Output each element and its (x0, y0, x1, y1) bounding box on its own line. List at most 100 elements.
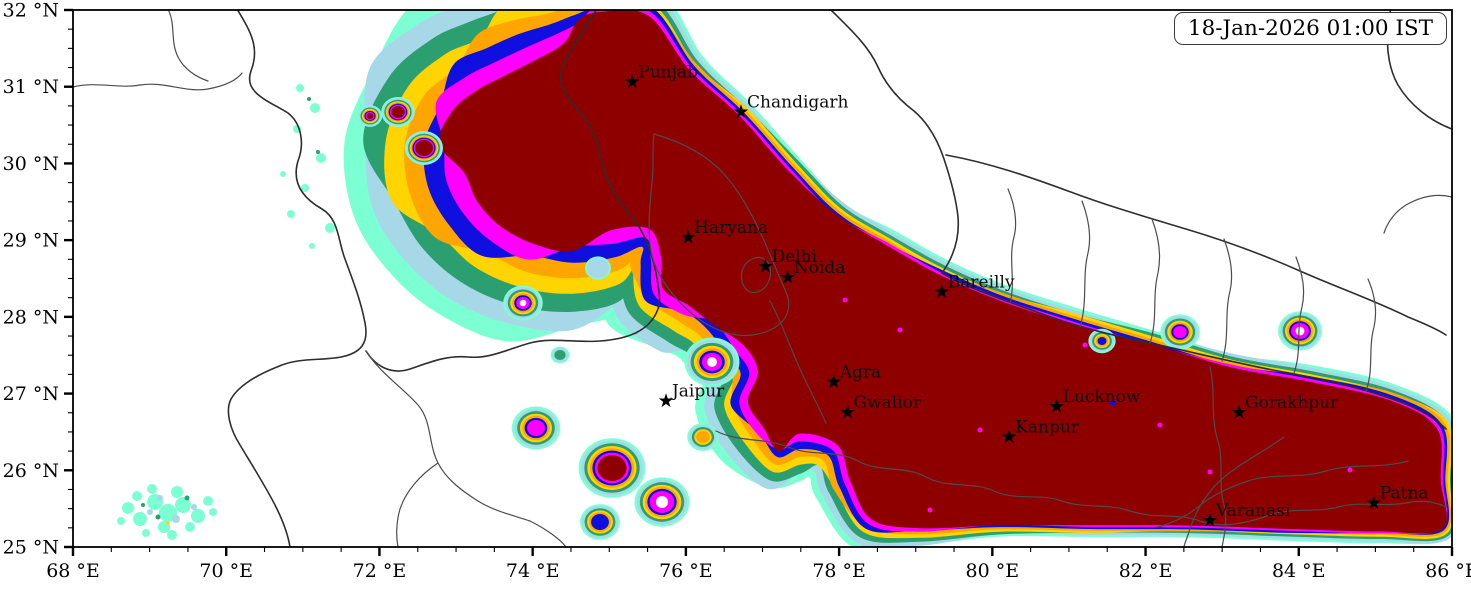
city-star-marker: ★ (757, 256, 774, 278)
country-border-line (945, 154, 1447, 336)
contour-patch (591, 514, 609, 530)
speckle-magenta (1157, 422, 1163, 428)
city-label: Chandigarh (747, 92, 849, 112)
speckle-blue (1110, 400, 1116, 406)
state-border-line (740, 256, 772, 294)
y-tick-label: 27 °N (3, 383, 59, 405)
contour-patch (527, 420, 545, 436)
y-tick-label: 25 °N (3, 537, 59, 559)
speckle-aquamarine (133, 512, 147, 526)
speckle-magenta (897, 327, 903, 333)
speckle-magenta (977, 427, 983, 433)
speckle-pale-blue (147, 509, 153, 515)
city-star-marker: ★ (657, 390, 674, 412)
city-star-marker: ★ (933, 281, 950, 303)
city-label: Haryana (694, 218, 768, 238)
city-label: Gorakhpur (1245, 393, 1339, 413)
contour-patch (597, 455, 627, 481)
x-tick-label: 84 °E (1272, 560, 1326, 582)
state-border-line (648, 133, 790, 337)
speckle-aquamarine (171, 486, 183, 498)
city-label: Bareilly (948, 273, 1015, 293)
speckle-aquamarine (287, 210, 295, 218)
fog-contour-band-dark-red (438, 10, 1447, 534)
speckle-pale-blue (157, 495, 163, 501)
city-label: Punjab (638, 62, 698, 82)
speckle-magenta (1347, 467, 1353, 473)
speckle-green (141, 503, 145, 507)
x-tick-label: 78 °E (812, 560, 866, 582)
speckle-aquamarine (209, 508, 217, 516)
speckle-aquamarine (175, 497, 191, 513)
city-label: Patna (1380, 484, 1429, 504)
country-border-line (227, 10, 367, 547)
speckle-aquamarine (316, 153, 326, 163)
contour-patch (1097, 337, 1107, 345)
speckle-green (307, 97, 311, 101)
x-tick-label: 82 °E (1119, 560, 1173, 582)
speckle-green (184, 495, 190, 501)
axes-layer: 68 °E 70 °E 72 °E 74 °E 76 °E 78 °E 80 °E 82 °E… (3, 0, 1471, 582)
city-label: Gwalior (854, 393, 922, 413)
country-border-line (829, 10, 960, 274)
speckle-magenta (842, 297, 848, 303)
plot-border (72, 9, 1453, 548)
speckle-green (155, 514, 161, 520)
speckle-magenta (927, 507, 933, 513)
speckle-magenta (1082, 342, 1088, 348)
speckle-aquamarine (310, 103, 320, 113)
speckle-aquamarine (132, 491, 142, 501)
contour-patch (696, 431, 710, 443)
y-tick-label: 26 °N (3, 460, 59, 482)
state-border-line (1157, 460, 1409, 528)
city-star-marker: ★ (1365, 492, 1382, 514)
city-star-marker: ★ (1001, 426, 1018, 448)
x-tick-label: 76 °E (659, 560, 713, 582)
contour-patch (554, 350, 566, 360)
city-label: Lucknow (1063, 387, 1141, 407)
scattered-contour-patches-layer (117, 84, 1353, 540)
y-tick-label: 31 °N (3, 76, 59, 98)
contour-patch (1173, 326, 1187, 338)
speckle-aquamarine (301, 184, 309, 192)
city-label: Delhi (772, 247, 818, 267)
state-border-line (167, 10, 209, 82)
contour-patch-core (707, 357, 717, 367)
x-tick-label: 80 °E (966, 560, 1020, 582)
city-star-marker: ★ (733, 101, 750, 123)
x-tick-label: 68 °E (46, 560, 100, 582)
x-tick-label: 74 °E (506, 560, 560, 582)
city-star-marker: ★ (1230, 401, 1247, 423)
y-tick-label: 28 °N (3, 306, 59, 328)
city-star-marker: ★ (624, 71, 641, 93)
speckle-green (316, 150, 320, 154)
city-label: Jaipur (670, 381, 725, 401)
speckle-aquamarine (280, 171, 286, 177)
x-tick-label: 72 °E (353, 560, 407, 582)
speckle-magenta (1207, 469, 1213, 475)
contour-patch (415, 140, 433, 156)
city-markers-layer: ★Punjab★Chandigarh★Haryana★Delhi★Noida★B… (624, 62, 1429, 531)
speckle-pale-blue (191, 504, 197, 510)
y-tick-label: 32 °N (3, 0, 59, 22)
state-border-line (1183, 436, 1285, 547)
city-label: Kanpur (1015, 418, 1080, 438)
city-star-marker: ★ (825, 371, 842, 393)
contour-patch (586, 258, 610, 278)
timestamp-badge: 18-Jan-2026 01:00 IST (1173, 12, 1447, 45)
speckle-aquamarine (167, 530, 177, 540)
city-star-marker: ★ (839, 401, 856, 423)
speckle-aquamarine (122, 502, 134, 514)
speckle-aquamarine (309, 243, 315, 249)
contour-patch-core (655, 495, 669, 509)
city-label: Agra (839, 362, 881, 382)
contour-patch-core (519, 299, 527, 307)
speckle-aquamarine (191, 509, 205, 523)
y-tick-label: 30 °N (3, 153, 59, 175)
state-border-line (1209, 366, 1227, 547)
country-border-line (941, 272, 1447, 430)
city-star-marker: ★ (1201, 510, 1218, 532)
speckle-aquamarine (325, 223, 335, 233)
contour-patch (366, 113, 374, 119)
